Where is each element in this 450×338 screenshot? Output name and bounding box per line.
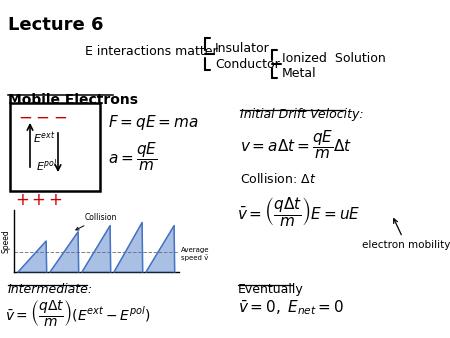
Polygon shape: [50, 232, 79, 272]
Text: Collision: $\Delta t$: Collision: $\Delta t$: [240, 172, 316, 186]
Text: Collision: Collision: [76, 213, 117, 230]
Text: $\bar{v} = \left(\dfrac{q\Delta t}{m}\right)\left(E^{ext} - E^{pol}\right)$: $\bar{v} = \left(\dfrac{q\Delta t}{m}\ri…: [5, 298, 151, 328]
Bar: [10, 103, 100, 191]
Polygon shape: [18, 241, 47, 272]
Text: $a = \dfrac{qE}{m}$: $a = \dfrac{qE}{m}$: [108, 140, 158, 173]
Text: $-$: $-$: [35, 108, 49, 126]
Text: $-$: $-$: [53, 108, 67, 126]
Text: $+$: $+$: [31, 191, 45, 209]
Text: $+$: $+$: [15, 191, 29, 209]
Text: Average
speed v̄: Average speed v̄: [181, 247, 210, 261]
Text: E interactions matter: E interactions matter: [85, 45, 218, 58]
Text: Initial Drift Velocity:: Initial Drift Velocity:: [240, 108, 364, 121]
Text: Ionized  Solution: Ionized Solution: [282, 52, 386, 65]
Text: Metal: Metal: [282, 67, 317, 80]
Text: Conductor: Conductor: [215, 58, 280, 71]
Text: $v = a\Delta t = \dfrac{qE}{m}\Delta t$: $v = a\Delta t = \dfrac{qE}{m}\Delta t$: [240, 128, 352, 161]
Polygon shape: [146, 225, 175, 272]
Polygon shape: [114, 222, 143, 272]
Text: Eventually: Eventually: [238, 283, 304, 296]
Text: Mobile Electrons: Mobile Electrons: [8, 93, 138, 107]
Text: Insulator: Insulator: [215, 42, 270, 55]
Text: $+$: $+$: [48, 191, 62, 209]
Text: $\bar{v} = 0, \; E_{net} = 0$: $\bar{v} = 0, \; E_{net} = 0$: [238, 298, 344, 317]
Text: $F = qE = ma$: $F = qE = ma$: [108, 113, 199, 132]
Text: Lecture 6: Lecture 6: [8, 16, 104, 34]
Text: $-$: $-$: [18, 108, 32, 126]
Text: electron mobility: electron mobility: [362, 219, 450, 250]
Text: Speed: Speed: [2, 229, 11, 253]
Text: $E^{ext}$: $E^{ext}$: [33, 130, 55, 146]
Polygon shape: [82, 225, 111, 272]
Text: $E^{pol}$: $E^{pol}$: [36, 157, 58, 174]
Text: Intermediate:: Intermediate:: [8, 283, 93, 296]
Text: $\bar{v} = \left(\dfrac{q\Delta t}{m}\right)E = uE$: $\bar{v} = \left(\dfrac{q\Delta t}{m}\ri…: [237, 195, 360, 228]
